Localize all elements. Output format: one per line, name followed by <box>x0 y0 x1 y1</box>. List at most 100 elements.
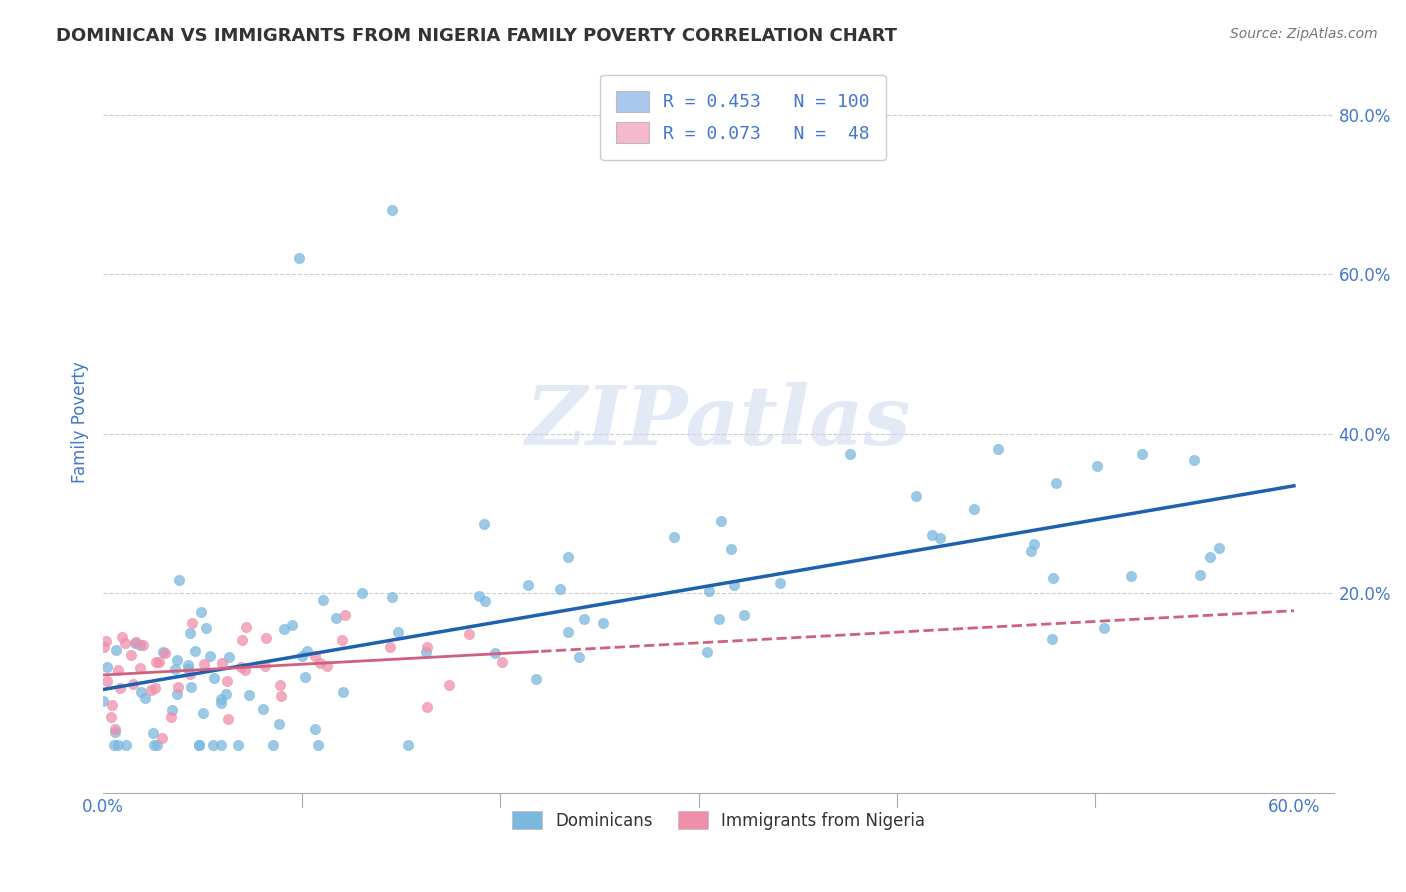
Point <box>304 649 326 664</box>
Point <box>335 607 357 622</box>
Point <box>184 644 207 658</box>
Point <box>350 585 373 599</box>
Point <box>209 738 232 752</box>
Point <box>124 636 146 650</box>
Point <box>332 685 354 699</box>
Point <box>114 636 136 650</box>
Point <box>139 682 162 697</box>
Point <box>381 203 404 218</box>
Point <box>1042 571 1064 585</box>
Point <box>307 738 329 752</box>
Point <box>316 659 339 673</box>
Point <box>987 442 1010 457</box>
Point <box>193 657 215 672</box>
Point <box>254 632 277 646</box>
Point <box>710 515 733 529</box>
Point <box>381 591 404 605</box>
Point <box>177 657 200 672</box>
Point <box>696 645 718 659</box>
Point <box>104 642 127 657</box>
Point <box>107 738 129 752</box>
Point <box>148 655 170 669</box>
Point <box>166 687 188 701</box>
Point <box>262 738 284 752</box>
Point <box>162 703 184 717</box>
Point <box>839 447 862 461</box>
Point <box>1040 632 1063 646</box>
Point <box>153 646 176 660</box>
Point <box>128 638 150 652</box>
Legend: Dominicans, Immigrants from Nigeria: Dominicans, Immigrants from Nigeria <box>505 805 932 837</box>
Point <box>484 646 506 660</box>
Point <box>592 615 614 630</box>
Point <box>769 575 792 590</box>
Point <box>288 251 311 265</box>
Point <box>100 710 122 724</box>
Point <box>281 618 304 632</box>
Point <box>190 605 212 619</box>
Point <box>217 712 239 726</box>
Point <box>312 592 335 607</box>
Point <box>125 635 148 649</box>
Point <box>143 681 166 696</box>
Point <box>904 489 927 503</box>
Point <box>101 698 124 712</box>
Point <box>177 662 200 676</box>
Point <box>723 578 745 592</box>
Point <box>325 611 347 625</box>
Point <box>195 621 218 635</box>
Point <box>1182 453 1205 467</box>
Point <box>114 738 136 752</box>
Point <box>229 660 252 674</box>
Point <box>297 644 319 658</box>
Point <box>733 607 755 622</box>
Point <box>122 676 145 690</box>
Point <box>517 578 540 592</box>
Point <box>103 738 125 752</box>
Point <box>96 634 118 648</box>
Point <box>150 731 173 745</box>
Point <box>96 660 118 674</box>
Point <box>169 573 191 587</box>
Point <box>233 664 256 678</box>
Point <box>129 661 152 675</box>
Point <box>1085 458 1108 473</box>
Point <box>200 649 222 664</box>
Point <box>107 663 129 677</box>
Point <box>146 738 169 752</box>
Point <box>165 662 187 676</box>
Point <box>439 678 461 692</box>
Point <box>415 700 437 714</box>
Point <box>134 690 156 705</box>
Point <box>187 738 209 752</box>
Point <box>387 624 409 639</box>
Point <box>181 615 204 630</box>
Y-axis label: Family Poverty: Family Poverty <box>72 360 89 483</box>
Point <box>472 516 495 531</box>
Point <box>1132 447 1154 461</box>
Point <box>557 624 579 639</box>
Point <box>252 702 274 716</box>
Point <box>143 738 166 752</box>
Point <box>963 501 986 516</box>
Point <box>202 738 225 752</box>
Point <box>1024 537 1046 551</box>
Point <box>928 531 950 545</box>
Point <box>1188 568 1211 582</box>
Point <box>145 655 167 669</box>
Point <box>396 738 419 752</box>
Point <box>202 671 225 685</box>
Point <box>238 688 260 702</box>
Point <box>273 622 295 636</box>
Point <box>568 650 591 665</box>
Point <box>557 550 579 565</box>
Point <box>720 542 742 557</box>
Point <box>93 694 115 708</box>
Point <box>218 649 240 664</box>
Text: ZIPatlas: ZIPatlas <box>526 382 911 462</box>
Point <box>120 648 142 662</box>
Point <box>707 612 730 626</box>
Point <box>309 656 332 670</box>
Point <box>458 627 481 641</box>
Point <box>1045 476 1067 491</box>
